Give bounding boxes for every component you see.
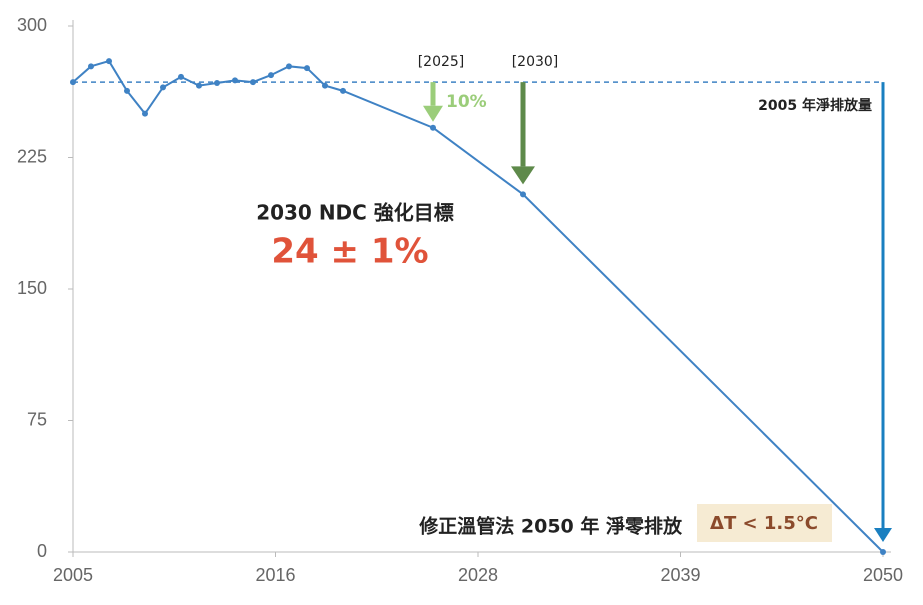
x-tick-label: 2050	[863, 565, 903, 585]
point	[88, 63, 94, 70]
point	[304, 65, 310, 72]
point	[160, 84, 166, 91]
target-arrow-head	[511, 166, 535, 185]
y-tick-label: 0	[37, 541, 47, 561]
y-tick-label: 150	[17, 278, 47, 298]
point	[214, 79, 220, 86]
target-title: 2030 NDC 強化目標	[256, 201, 454, 225]
target-value: 24 ± 1%	[271, 232, 428, 272]
reduction-label: 10%	[446, 92, 487, 112]
x-tick-label: 2005	[53, 565, 93, 585]
x-tick-label: 2028	[458, 565, 498, 585]
y-tick-label: 225	[17, 146, 47, 166]
goal-badge: ΔT < 1.5°C	[710, 513, 818, 534]
point	[430, 124, 436, 131]
point	[196, 82, 202, 89]
goal-label: 修正溫管法 2050 年 淨零排放	[418, 515, 683, 538]
reduction-arrow-head	[423, 105, 443, 122]
point	[124, 87, 130, 94]
point	[286, 63, 292, 70]
point	[178, 73, 184, 80]
point	[70, 79, 76, 86]
point	[322, 82, 328, 89]
x-tick-label: 2016	[255, 565, 295, 585]
y-tick-label: 75	[27, 409, 47, 429]
point	[520, 191, 526, 198]
x-tick-label: 2039	[660, 565, 700, 585]
point	[232, 77, 238, 84]
y-tick-label: 300	[17, 15, 47, 35]
marker-label: [2030]	[512, 54, 559, 70]
marker-label: [2025]	[418, 54, 465, 70]
point	[106, 58, 112, 65]
point	[268, 72, 274, 79]
reference-label: 2005 年淨排放量	[758, 97, 872, 114]
series-line	[72, 59, 884, 553]
point	[250, 79, 256, 86]
point	[880, 549, 886, 555]
point	[340, 87, 346, 94]
netzero-arrow-head	[874, 528, 892, 542]
point	[142, 110, 148, 117]
badge-bg	[697, 504, 832, 542]
